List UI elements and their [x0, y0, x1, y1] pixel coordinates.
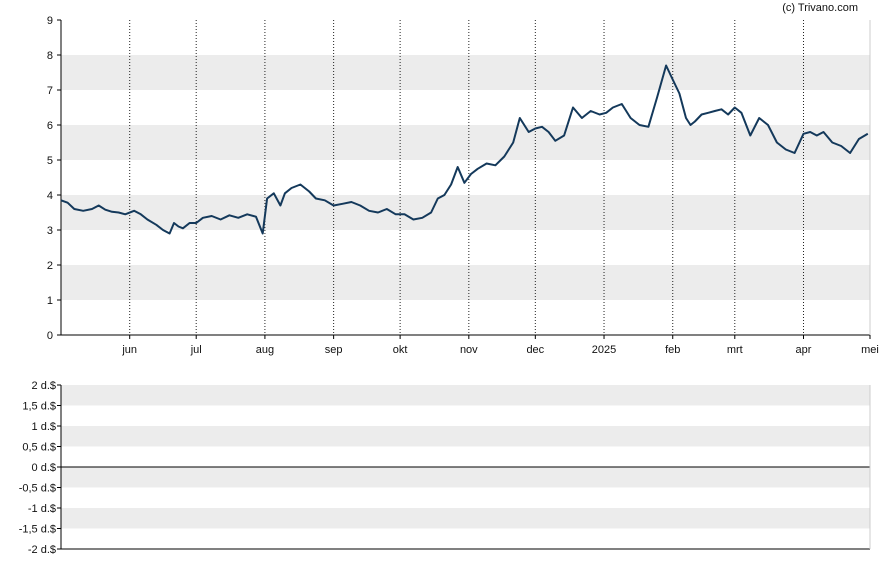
volume-y-tick-label: 2 d.$	[32, 380, 56, 392]
y-tick-label: 3	[47, 225, 53, 237]
volume-y-tick-label: 1,5 d.$	[22, 401, 56, 413]
volume-y-tick-label: 0 d.$	[32, 462, 56, 474]
volume-chart-y-ticks: 2 d.$ 1,5 d.$ 1 d.$ 0,5 d.$ 0 d.$ -0,5 d.$ -1 …	[19, 380, 61, 556]
price-line	[60, 64, 869, 235]
volume-band	[61, 508, 870, 529]
volume-chart-bands	[61, 385, 870, 529]
volume-y-tick-label: 0,5 d.$	[22, 442, 56, 454]
volume-band	[61, 385, 870, 406]
y-tick-label: 1	[47, 295, 53, 307]
x-tick-label: jul	[190, 344, 202, 356]
x-tick-label: aug	[256, 344, 274, 356]
x-tick-label: 2025	[592, 344, 616, 356]
price-chart-series	[60, 64, 869, 235]
price-chart-x-ticks: jun jul aug sep okt nov dec 2025 feb mrt apr mei	[121, 335, 879, 356]
price-band	[61, 195, 870, 230]
x-tick-label: dec	[526, 344, 544, 356]
price-band	[61, 265, 870, 300]
volume-band	[61, 467, 870, 488]
x-tick-label: sep	[325, 344, 343, 356]
y-tick-label: 6	[47, 120, 53, 132]
y-tick-label: 5	[47, 155, 53, 167]
price-band	[61, 55, 870, 90]
volume-y-tick-label: -0,5 d.$	[19, 483, 56, 495]
credit-label: (c) Trivano.com	[782, 2, 858, 14]
volume-y-tick-label: -1,5 d.$	[19, 524, 56, 536]
price-chart-bands	[61, 55, 870, 300]
y-tick-label: 8	[47, 50, 53, 62]
x-tick-label: feb	[665, 344, 680, 356]
price-chart-y-ticks: 0 1 2 3 4 5 6 7 8 9	[47, 15, 61, 342]
y-tick-label: 9	[47, 15, 53, 27]
x-tick-label: apr	[796, 344, 812, 356]
y-tick-label: 0	[47, 330, 53, 342]
volume-y-tick-label: -1 d.$	[28, 503, 56, 515]
y-tick-label: 2	[47, 260, 53, 272]
price-band	[61, 125, 870, 160]
volume-y-tick-label: -2 d.$	[28, 544, 56, 556]
y-tick-label: 4	[47, 190, 53, 202]
x-tick-label: jun	[121, 344, 137, 356]
x-tick-label: okt	[393, 344, 408, 356]
x-tick-label: nov	[460, 344, 478, 356]
volume-y-tick-label: 1 d.$	[32, 421, 56, 433]
volume-band	[61, 426, 870, 447]
x-tick-label: mei	[861, 344, 879, 356]
x-tick-label: mrt	[727, 344, 743, 356]
y-tick-label: 7	[47, 85, 53, 97]
